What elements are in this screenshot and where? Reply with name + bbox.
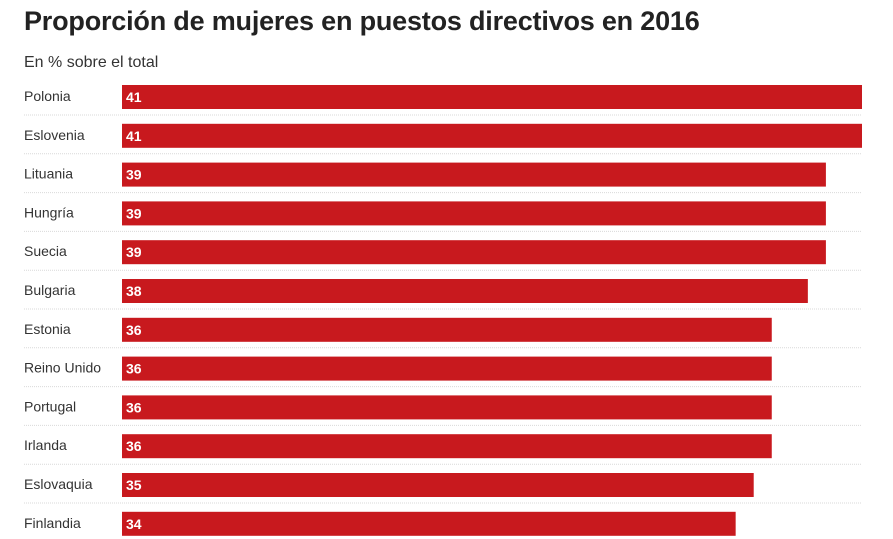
category-label: Portugal (24, 398, 76, 414)
value-label: 36 (126, 438, 142, 454)
category-label: Irlanda (24, 437, 67, 453)
value-label: 41 (126, 89, 142, 105)
value-label: 39 (126, 167, 142, 183)
bar (122, 279, 808, 303)
value-label: 38 (126, 283, 142, 299)
bar (122, 395, 772, 420)
category-label: Estonia (24, 321, 71, 337)
bar (122, 162, 826, 187)
value-label: 34 (126, 516, 142, 532)
chart-subtitle: En % sobre el total (24, 54, 159, 71)
bar (122, 434, 772, 459)
value-label: 36 (126, 322, 142, 338)
bar (122, 240, 826, 265)
category-label: Eslovenia (24, 127, 85, 143)
category-label: Polonia (24, 88, 71, 104)
value-label: 39 (126, 205, 142, 221)
value-label: 35 (126, 477, 142, 493)
bar (122, 317, 772, 342)
value-label: 39 (126, 244, 142, 260)
category-label: Hungría (24, 204, 74, 220)
chart-title: Proporción de mujeres en puestos directi… (24, 6, 700, 36)
bar (122, 356, 772, 381)
category-label: Suecia (24, 243, 67, 259)
value-label: 36 (126, 361, 142, 377)
bar (122, 85, 862, 109)
value-label: 41 (126, 128, 142, 144)
value-label: 36 (126, 399, 142, 415)
category-label: Lituania (24, 166, 73, 182)
category-label: Bulgaria (24, 282, 76, 298)
bar (122, 473, 754, 497)
category-label: Finlandia (24, 515, 81, 531)
category-label: Eslovaquia (24, 476, 93, 492)
category-label: Reino Unido (24, 360, 101, 376)
bar (122, 511, 736, 536)
bar (122, 201, 826, 226)
bar (122, 123, 862, 148)
